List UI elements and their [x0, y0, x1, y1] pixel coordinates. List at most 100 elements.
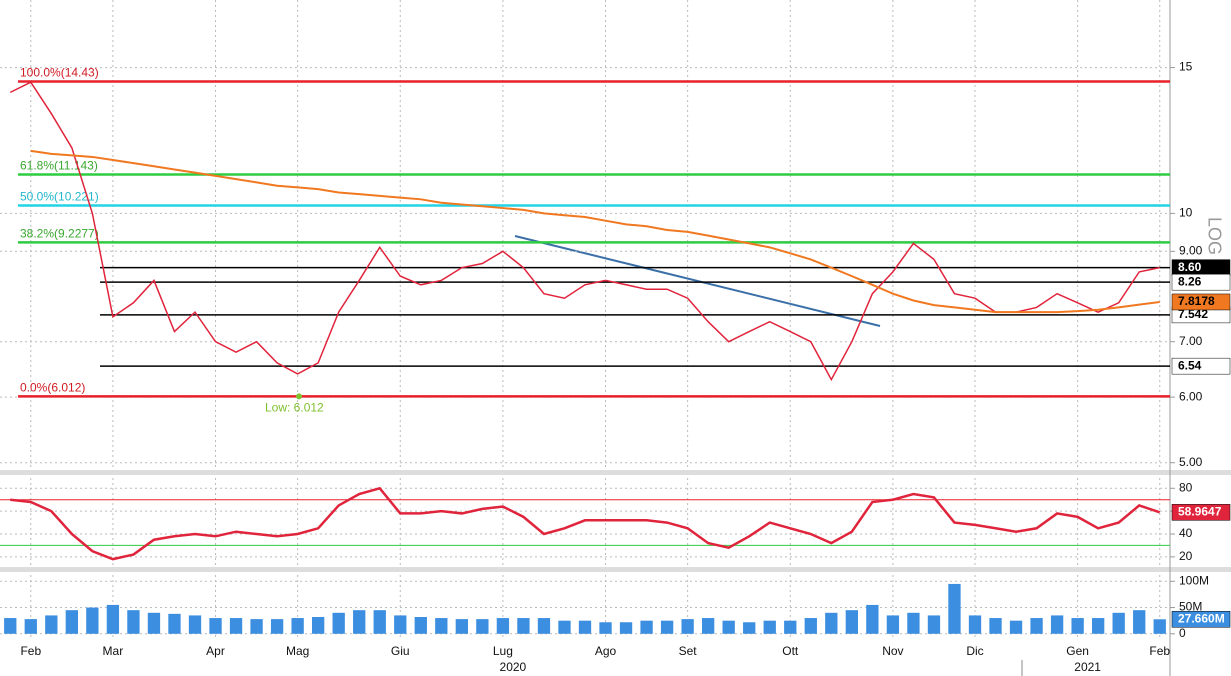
price-tag	[1171, 611, 1231, 628]
price-tag-label: 8.60	[1178, 260, 1202, 274]
volume-bar	[291, 618, 304, 634]
y-tick-label: 80	[1179, 480, 1193, 494]
volume-bar	[866, 604, 879, 634]
x-tick-label: Nov	[882, 644, 903, 658]
volume-bar	[784, 620, 797, 634]
price-tag	[1171, 293, 1231, 311]
volume-bar	[619, 622, 633, 634]
volume-bar	[229, 618, 243, 634]
volume-bar	[1071, 618, 1084, 634]
low-marker	[296, 393, 302, 400]
volume-bar	[599, 622, 612, 634]
volume-bar	[86, 607, 99, 634]
volume-bar	[270, 619, 284, 634]
volume-bar	[312, 617, 325, 634]
x-tick-label: Mar	[103, 644, 124, 658]
y-tick-label: 15	[1179, 60, 1193, 74]
fib-label: 61.8%(11.143)	[20, 159, 98, 173]
y-tick-label: 9.00	[1179, 243, 1203, 257]
volume-bar	[1030, 618, 1043, 634]
volume-bar	[1050, 615, 1064, 634]
volume-bar	[4, 618, 17, 634]
volume-bar	[681, 619, 694, 634]
price-tag	[1171, 504, 1231, 521]
volume-bar	[804, 618, 817, 634]
volume-bar	[989, 618, 1002, 634]
volume-bar	[886, 615, 900, 634]
x-tick-label: Feb	[1149, 644, 1170, 658]
panel-separator	[0, 470, 1231, 475]
volume-bar	[435, 618, 448, 634]
volume-bar	[106, 604, 120, 634]
volume-bar	[927, 615, 941, 634]
price-tag-label: 7.542	[1178, 307, 1208, 321]
volume-bar	[394, 615, 407, 634]
volume-bar	[640, 620, 653, 634]
x-tick-label: Ott	[782, 644, 799, 658]
volume-bar	[1009, 620, 1023, 634]
x-tick-label: Ago	[595, 644, 617, 658]
price-tag-label: 27.660M	[1178, 611, 1225, 625]
y-tick-label: 6.00	[1179, 389, 1203, 403]
x-tick-label: Mag	[286, 644, 309, 658]
fib-label: 38.2%(9.2277)	[20, 226, 99, 240]
volume-bar	[907, 612, 920, 634]
volume-bar	[1112, 612, 1125, 634]
volume-bar	[1133, 610, 1146, 634]
volume-bar	[353, 610, 366, 634]
volume-bar	[763, 620, 776, 634]
fib-label: 50.0%(10.221)	[20, 190, 99, 204]
x-tick-label: Dic	[966, 644, 983, 658]
volume-bar	[168, 613, 181, 634]
volume-bar	[660, 620, 674, 634]
volume-bar	[743, 622, 756, 634]
volume-bar	[24, 619, 37, 634]
price-tag-label: 7.8178	[1178, 294, 1215, 308]
volume-bar	[496, 618, 510, 634]
panel-separator	[0, 567, 1231, 572]
volume-bar	[558, 620, 571, 634]
volume-bar	[209, 618, 222, 634]
volume-bar	[825, 612, 838, 634]
volume-bar	[1153, 619, 1166, 634]
price-tag	[1171, 273, 1231, 291]
y-tick-label: 50M	[1179, 600, 1202, 614]
volume-bar	[147, 612, 161, 634]
y-tick-label: 5.00	[1179, 455, 1203, 469]
volume-bar	[127, 610, 140, 634]
volume-bar	[537, 618, 551, 634]
volume-bar	[373, 610, 386, 634]
price-tag-label: 6.54	[1178, 358, 1202, 372]
price-line	[9, 81, 1160, 382]
y-tick-label: 40	[1179, 526, 1193, 540]
volume-bar	[476, 619, 489, 634]
year-label: 2020	[500, 660, 527, 674]
x-tick-label: Apr	[206, 644, 225, 658]
volume-bar	[1092, 618, 1105, 634]
volume-bar	[517, 618, 530, 634]
y-tick-label: 20	[1179, 549, 1193, 563]
price-tag-label: 8.26	[1178, 274, 1202, 288]
year-label: 2021	[1074, 660, 1101, 674]
fib-label: 0.0%(6.012)	[20, 381, 85, 395]
volume-bar	[722, 620, 735, 634]
volume-bar	[968, 615, 982, 634]
price-tag-label: 58.9647	[1178, 504, 1222, 518]
volume-bar	[948, 583, 961, 634]
y-tick-label: 0	[1179, 626, 1186, 640]
y-tick-label: 7.00	[1179, 334, 1203, 348]
x-tick-label: Lug	[493, 644, 513, 658]
x-tick-label: Gen	[1066, 644, 1089, 658]
price-tag	[1171, 357, 1231, 375]
price-line	[30, 149, 1160, 314]
volume-bar	[845, 610, 858, 634]
y-tick-label: 10	[1179, 206, 1193, 220]
volume-bar	[250, 619, 263, 634]
volume-bar	[578, 620, 592, 634]
x-tick-label: Set	[679, 644, 698, 658]
volume-bar	[332, 612, 345, 634]
fib-label: 100.0%(14.43)	[20, 66, 99, 80]
volume-bar	[45, 615, 58, 634]
